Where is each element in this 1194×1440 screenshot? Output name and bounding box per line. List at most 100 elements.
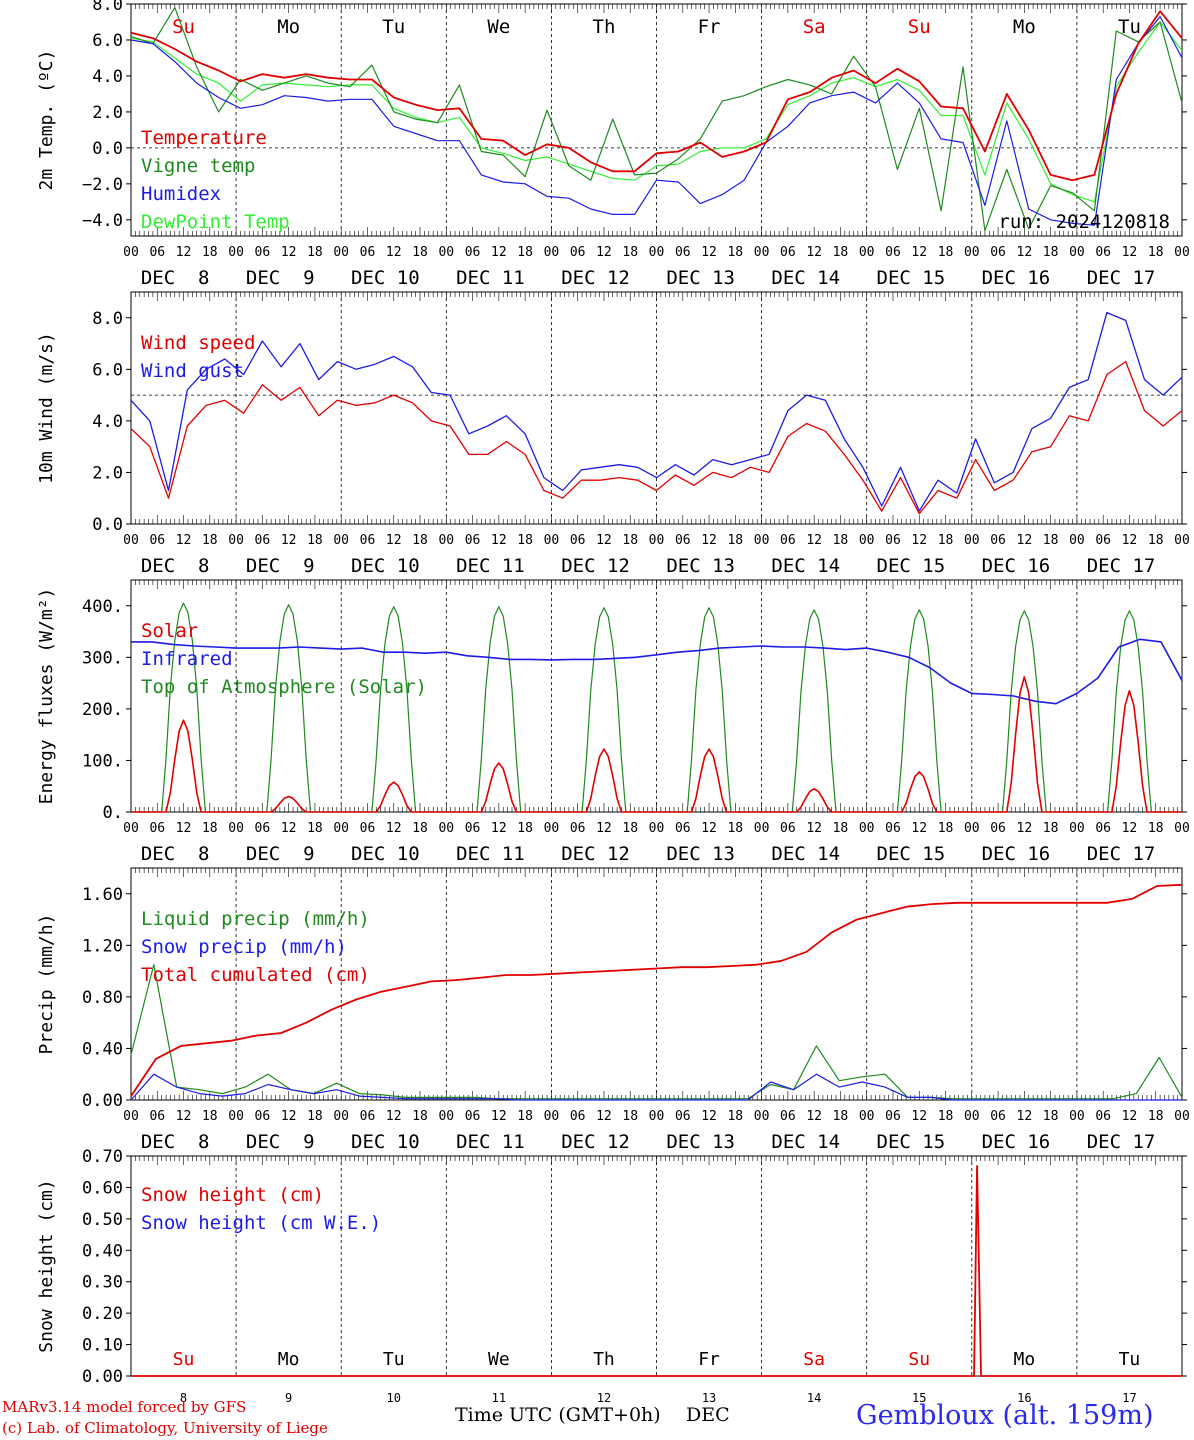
hour-tick-label: 12 (386, 245, 402, 260)
y-tick-label: 0.00 (82, 1367, 123, 1387)
legend-entry: Snow height (cm W.E.) (141, 1212, 381, 1234)
y-tick-label: 0.30 (82, 1273, 123, 1293)
hour-tick-label: 18 (1148, 1109, 1164, 1124)
hour-tick-label: 00 (438, 1109, 454, 1124)
hour-tick-label: 18 (833, 245, 849, 260)
date-label: DEC 17 (1087, 843, 1156, 865)
date-label: DEC 9 (246, 1131, 315, 1153)
hour-tick-label: 00 (544, 245, 560, 260)
hour-tick-label: 12 (911, 533, 927, 548)
hour-tick-label: 00 (649, 821, 665, 836)
y-tick-label: 0.00 (82, 1091, 123, 1111)
hour-tick-label: 06 (780, 821, 796, 836)
hour-tick-label: 06 (255, 533, 271, 548)
hour-tick-label: 06 (465, 533, 481, 548)
run-label: run: 2024120818 (998, 211, 1170, 233)
day-number-label: 13 (702, 1391, 716, 1405)
hour-tick-label: 12 (1122, 533, 1138, 548)
hour-tick-label: 06 (675, 1109, 691, 1124)
weekday-label: Mo (278, 1349, 300, 1370)
hour-tick-label: 00 (649, 245, 665, 260)
day-number-label: 10 (387, 1391, 401, 1405)
hour-tick-label: 12 (386, 821, 402, 836)
hour-tick-label: 00 (333, 245, 349, 260)
weekday-label: Su (173, 1349, 195, 1370)
hour-tick-label: 00 (333, 821, 349, 836)
legend-entry: Top of Atmosphere (Solar) (141, 676, 427, 698)
hour-tick-label: 18 (307, 245, 323, 260)
hour-tick-label: 12 (176, 1109, 192, 1124)
y-tick-label: −4.0 (82, 211, 123, 231)
hour-tick-label: 06 (675, 821, 691, 836)
series-line-dewpoint-temp (130, 21, 1183, 203)
hour-tick-label: 06 (465, 1109, 481, 1124)
hour-tick-label: 06 (885, 821, 901, 836)
hour-tick-label: 00 (1174, 245, 1190, 260)
weekday-label: Tu (383, 1349, 405, 1370)
hour-tick-label: 06 (360, 821, 376, 836)
y-tick-label: 0.60 (82, 1178, 123, 1198)
copyright-credit: (c) Lab. of Climatology, University of L… (2, 1419, 328, 1437)
hour-tick-label: 12 (806, 1109, 822, 1124)
weekday-label: Mo (277, 16, 300, 38)
date-label: DEC 16 (982, 267, 1051, 289)
weekday-label: Fr (698, 16, 721, 38)
y-tick-label: 0.0 (92, 515, 123, 535)
hour-tick-label: 06 (570, 1109, 586, 1124)
date-label: DEC 11 (456, 843, 525, 865)
day-number-label: 14 (807, 1391, 821, 1405)
hour-tick-label: 00 (964, 821, 980, 836)
hour-tick-label: 12 (491, 1109, 507, 1124)
y-tick-label: 100. (82, 751, 123, 771)
hour-tick-label: 00 (544, 533, 560, 548)
hour-tick-label: 06 (360, 1109, 376, 1124)
hour-tick-label: 12 (281, 533, 297, 548)
date-label: DEC 9 (246, 267, 315, 289)
legend-entry: Humidex (141, 183, 221, 205)
hour-tick-label: 18 (1043, 821, 1059, 836)
hour-tick-label: 12 (176, 533, 192, 548)
hour-tick-label: 12 (911, 245, 927, 260)
hour-tick-label: 06 (1095, 533, 1111, 548)
weekday-label: Su (172, 16, 195, 38)
date-label: DEC 8 (141, 1131, 210, 1153)
hour-tick-label: 06 (1095, 1109, 1111, 1124)
hour-tick-label: 00 (438, 533, 454, 548)
date-label: DEC 16 (982, 843, 1051, 865)
hour-tick-label: 12 (596, 245, 612, 260)
hour-tick-label: 06 (990, 821, 1006, 836)
hour-tick-label: 00 (649, 1109, 665, 1124)
hour-tick-label: 18 (833, 821, 849, 836)
y-tick-label: 0.50 (82, 1210, 123, 1230)
hour-tick-label: 12 (491, 245, 507, 260)
hour-tick-label: 06 (255, 1109, 271, 1124)
weekday-label: Su (908, 1349, 930, 1370)
hour-tick-label: 06 (149, 533, 165, 548)
y-axis-label: Energy fluxes (W/m²) (36, 588, 57, 805)
date-label: DEC 16 (982, 1131, 1051, 1153)
hour-tick-label: 06 (990, 245, 1006, 260)
hour-tick-label: 00 (228, 1109, 244, 1124)
date-label: DEC 10 (351, 267, 420, 289)
hour-tick-label: 00 (1069, 821, 1085, 836)
series-line-total-cumulated (130, 883, 1183, 1097)
hour-tick-label: 06 (465, 821, 481, 836)
hour-tick-label: 00 (333, 1109, 349, 1124)
hour-tick-label: 18 (938, 245, 954, 260)
hour-tick-label: 12 (806, 821, 822, 836)
y-tick-label: 0.10 (82, 1336, 123, 1356)
y-tick-label: 0.70 (82, 1147, 123, 1167)
hour-tick-label: 00 (123, 1109, 139, 1124)
day-number-label: 17 (1122, 1391, 1136, 1405)
y-tick-label: 0.80 (82, 988, 123, 1008)
y-tick-label: 0.20 (82, 1304, 123, 1324)
hour-tick-label: 12 (1122, 245, 1138, 260)
legend-entry: Infrared (141, 648, 233, 670)
date-label: DEC 8 (141, 267, 210, 289)
date-label: DEC 15 (877, 267, 946, 289)
legend-entry: Liquid precip (mm/h) (141, 908, 370, 930)
y-tick-label: 200. (82, 700, 123, 720)
hour-tick-label: 12 (1017, 821, 1033, 836)
hour-tick-label: 06 (780, 533, 796, 548)
hour-tick-label: 06 (990, 533, 1006, 548)
